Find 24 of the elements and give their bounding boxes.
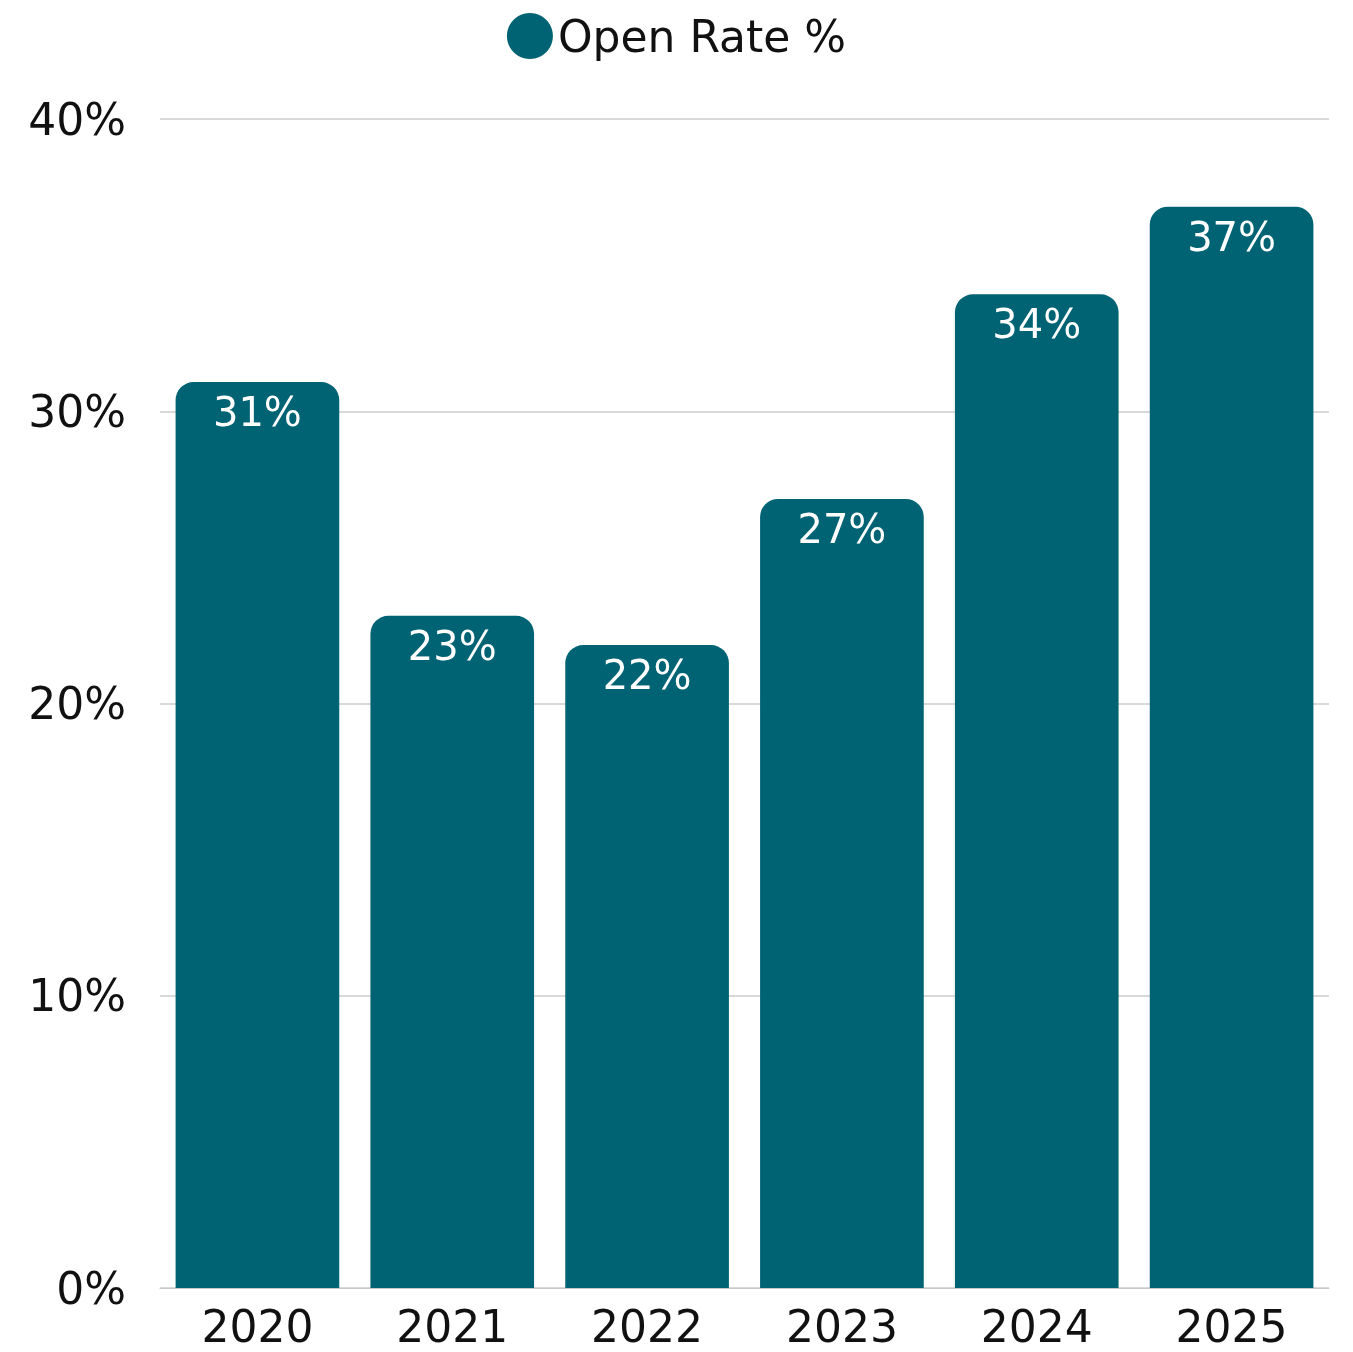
bar	[1149, 206, 1314, 1288]
x-tick-label: 2021	[396, 1300, 509, 1352]
x-tick-label: 2024	[980, 1300, 1093, 1352]
bar	[565, 645, 729, 1288]
bar	[175, 382, 340, 1288]
x-tick-label: 2023	[785, 1300, 898, 1352]
data-label: 34%	[992, 301, 1082, 348]
y-tick-label: 40%	[28, 93, 126, 145]
x-tick-label: 2022	[591, 1300, 704, 1352]
data-label: 37%	[1187, 213, 1277, 260]
legend-label: Open Rate %	[557, 10, 847, 62]
y-tick-label: 10%	[28, 970, 126, 1022]
bar	[954, 294, 1119, 1288]
data-label: 31%	[212, 389, 302, 436]
y-tick-label: 30%	[28, 385, 126, 437]
x-tick-label: 2025	[1175, 1300, 1288, 1352]
y-tick-label: 0%	[56, 1262, 126, 1314]
x-tick-label: 2020	[201, 1300, 314, 1352]
bar	[370, 615, 535, 1288]
bar	[760, 498, 924, 1288]
data-label: 23%	[407, 622, 497, 669]
y-tick-label: 20%	[28, 678, 126, 729]
data-label: 27%	[797, 505, 887, 552]
data-label: 22%	[602, 652, 692, 699]
